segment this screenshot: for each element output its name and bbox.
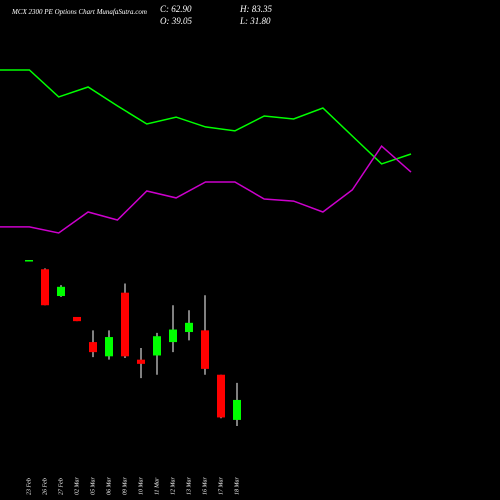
candle-body: [41, 269, 49, 306]
x-tick-label: 06 Mar: [106, 477, 112, 495]
candle-body: [217, 374, 225, 418]
candle-body: [137, 359, 145, 364]
summary-close: C: 62.90: [160, 4, 192, 14]
chart-title: MCX 2300 PE Options Chart MunafaSutra.co…: [11, 8, 147, 16]
candle-body: [201, 330, 209, 369]
candle-body: [233, 399, 241, 420]
indicator-line: [0, 69, 412, 165]
x-tick-label: 02 Mar: [74, 477, 80, 495]
summary-low: L: 31.80: [239, 16, 271, 26]
indicator-line: [0, 144, 412, 234]
x-tick-label: 16 Mar: [202, 477, 208, 495]
x-tick-label: 18 Mar: [234, 477, 240, 495]
x-tick-label: 11 Mar: [154, 477, 160, 495]
x-tick-label: 05 Mar: [90, 477, 96, 495]
x-tick-label: 26 Feb: [42, 478, 48, 495]
candle-body: [89, 342, 97, 353]
candle-body: [105, 337, 113, 357]
x-tick-label: 17 Mar: [218, 477, 224, 495]
x-tick-label: 09 Mar: [122, 477, 128, 495]
x-tick-label: 23 Feb: [26, 478, 32, 495]
x-tick-label: 27 Feb: [58, 478, 64, 495]
x-tick-label: 10 Mar: [138, 477, 144, 495]
candle-body: [57, 286, 65, 297]
x-tick-label: 13 Mar: [186, 477, 192, 495]
candle-body: [169, 329, 177, 343]
summary-open: O: 39.05: [160, 16, 192, 26]
candle-body: [185, 322, 193, 333]
candle-body: [73, 316, 81, 322]
candle-body: [153, 336, 161, 356]
x-tick-label: 12 Mar: [170, 477, 176, 495]
candle-body: [25, 260, 33, 262]
summary-high: H: 83.35: [239, 4, 272, 14]
candle-body: [121, 292, 129, 357]
